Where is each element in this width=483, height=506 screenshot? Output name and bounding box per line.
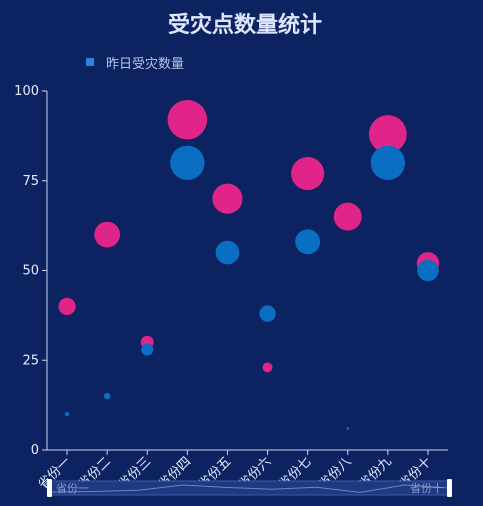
y-tick-label: 100 (14, 84, 39, 99)
bubble-series-1[interactable] (259, 305, 276, 322)
bubble-series-2[interactable] (94, 221, 121, 248)
legend-label: 昨日受灾数量 (106, 56, 184, 72)
datazoom-start-label: 省份一 (56, 482, 89, 495)
legend[interactable]: 昨日受灾数量 (86, 56, 184, 72)
bubble-series-1[interactable] (64, 411, 70, 417)
bubble-series-1[interactable] (370, 145, 406, 180)
datazoom-handle-left[interactable] (47, 479, 52, 497)
bubble-series-2[interactable] (212, 183, 243, 214)
datazoom-handle-right[interactable] (447, 479, 452, 497)
bubble-series-1[interactable] (141, 343, 154, 356)
legend-swatch (86, 58, 94, 66)
chart-title: 受灾点数量统计 (168, 12, 322, 38)
bubble-series-2[interactable] (167, 99, 208, 140)
y-tick-label: 50 (22, 264, 39, 279)
bubble-series-2[interactable] (333, 202, 362, 231)
bubble-series-1[interactable] (215, 240, 240, 265)
datazoom-end-label: 省份十 (410, 481, 443, 495)
datazoom-preview-line (49, 484, 450, 493)
y-tick-label: 75 (22, 174, 39, 189)
bubble-series-1[interactable] (346, 427, 350, 430)
bubble-series-1[interactable] (295, 229, 321, 255)
y-tick-label: 25 (22, 353, 39, 368)
bubble-series-1[interactable] (103, 392, 111, 400)
bubble-series-1[interactable] (417, 259, 439, 282)
bubble-series-2[interactable] (368, 115, 407, 153)
bubble-series-2[interactable] (262, 362, 273, 373)
bubble-series-2[interactable] (291, 157, 325, 191)
bubble-series-2[interactable] (58, 297, 76, 315)
bubble-series-1[interactable] (170, 145, 205, 180)
y-tick-label: 0 (31, 443, 39, 458)
